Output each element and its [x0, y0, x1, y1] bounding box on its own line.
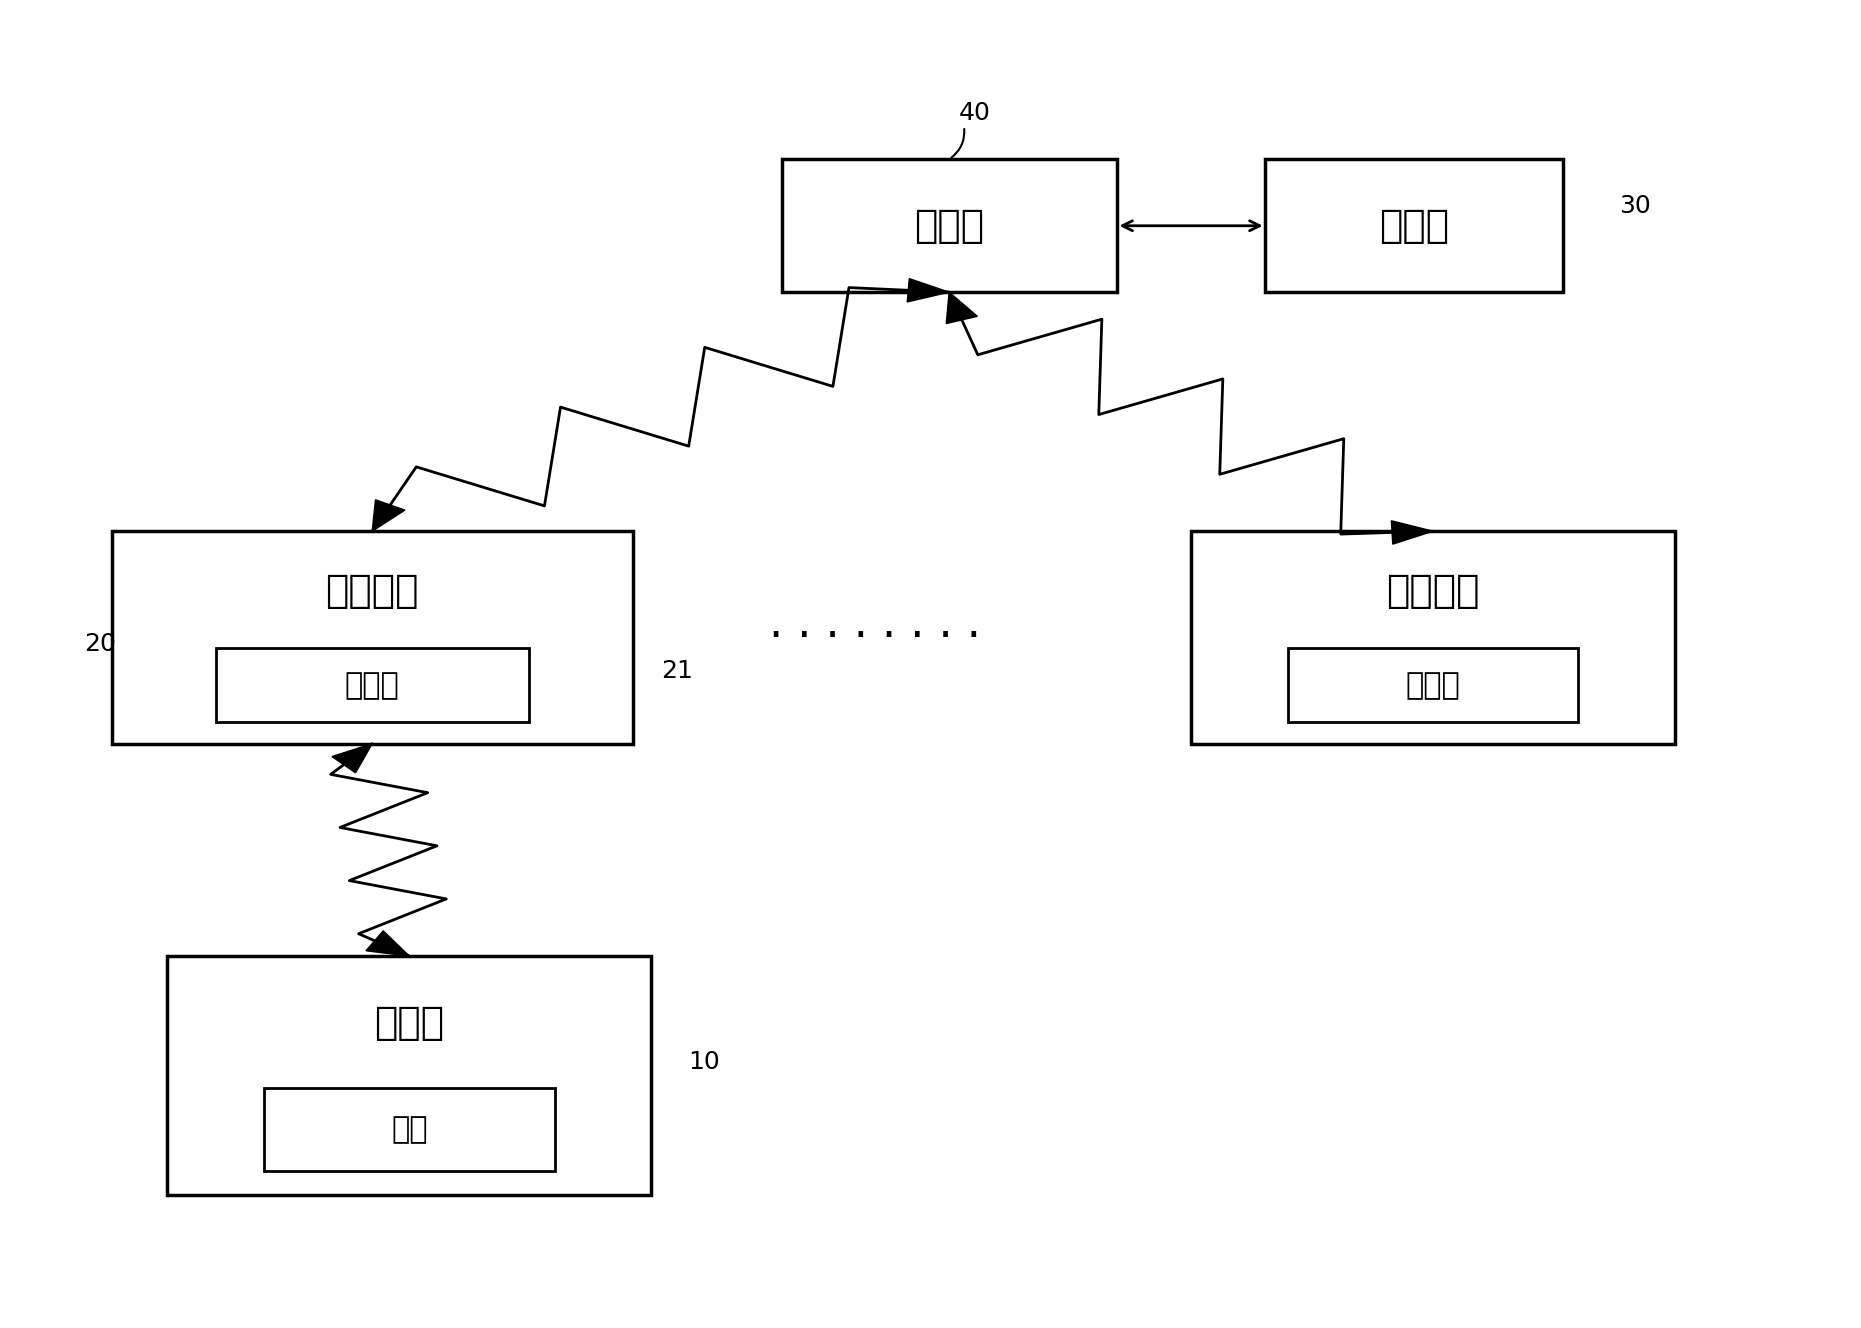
- Text: 读取器: 读取器: [344, 671, 400, 700]
- Polygon shape: [331, 744, 372, 773]
- Text: 读取器: 读取器: [1405, 671, 1461, 700]
- Text: · · · · · · · ·: · · · · · · · ·: [769, 616, 981, 659]
- FancyBboxPatch shape: [782, 159, 1117, 292]
- Text: 核电设备: 核电设备: [1386, 571, 1479, 610]
- Text: 21: 21: [661, 659, 692, 683]
- Text: 标签: 标签: [391, 1116, 428, 1143]
- Text: 20: 20: [84, 632, 115, 656]
- FancyBboxPatch shape: [1288, 648, 1578, 722]
- FancyBboxPatch shape: [112, 531, 633, 744]
- Text: 核电设备: 核电设备: [326, 571, 419, 610]
- FancyBboxPatch shape: [167, 956, 651, 1195]
- Polygon shape: [367, 931, 409, 956]
- Polygon shape: [945, 292, 977, 324]
- Text: 30: 30: [1619, 194, 1651, 218]
- Text: 40: 40: [958, 101, 990, 125]
- Polygon shape: [906, 279, 949, 301]
- Polygon shape: [372, 499, 406, 531]
- Text: 10: 10: [689, 1050, 720, 1074]
- FancyBboxPatch shape: [1191, 531, 1675, 744]
- Text: 服务器: 服务器: [914, 207, 984, 244]
- Text: 数据库: 数据库: [1379, 207, 1450, 244]
- Text: 操作员: 操作员: [374, 1004, 445, 1042]
- Polygon shape: [1392, 521, 1433, 544]
- FancyBboxPatch shape: [216, 648, 529, 722]
- FancyBboxPatch shape: [1265, 159, 1563, 292]
- FancyBboxPatch shape: [264, 1088, 555, 1171]
